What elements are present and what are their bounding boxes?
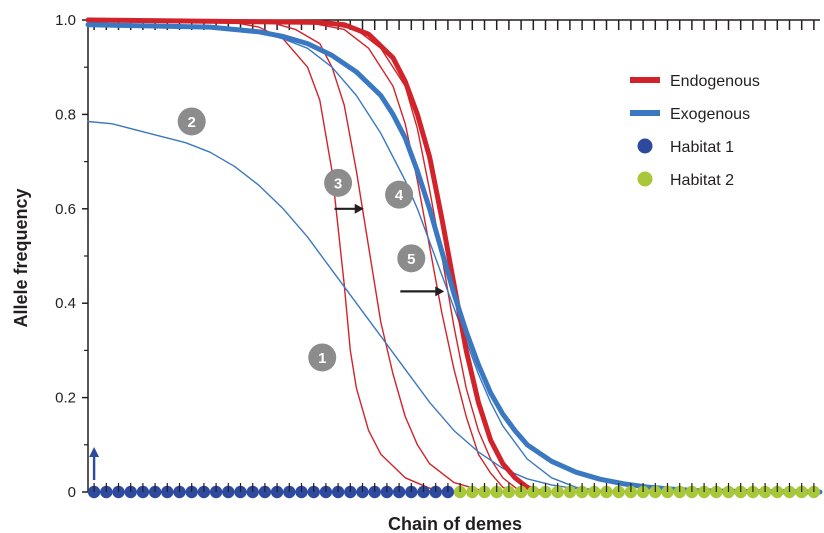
endogenous-thick-line [85,17,542,495]
y-tick-label: 0.2 [55,390,76,407]
annotation-badge-3: 3 [324,168,353,197]
annotation-badge-1: 1 [308,343,337,372]
legend-label: Habitat 2 [670,172,734,189]
legend-swatch-dot [637,171,653,187]
legend-label: Endogenous [670,73,760,90]
legend-item: Habitat 2 [637,171,734,189]
legend-label: Exogenous [670,106,750,123]
y-tick-label: 0.8 [55,106,76,123]
badge-circle [308,343,337,372]
badge-label: 1 [318,350,326,367]
y-tick-label: 0.4 [55,295,76,312]
badge-label: 4 [395,187,404,204]
y-tick-label: 1.0 [55,12,76,29]
annotation-badge-4: 4 [385,180,414,209]
badge-circle [385,180,414,209]
badge-circle [177,107,206,136]
endogenous-thin-line [87,19,492,493]
badge-circle [397,244,426,273]
shift-arrow-head [435,286,445,297]
endogenous-thin-line [87,19,522,493]
legend-item: Habitat 1 [637,138,734,156]
badge-label: 3 [334,175,342,192]
shift-arrow-head [354,203,364,214]
y-tick-label: 0.6 [55,201,76,218]
exogenous-thick-line [85,22,823,495]
badge-circle [324,168,353,197]
migration-arrow-head [89,447,100,457]
annotation-badge-5: 5 [397,244,426,273]
y-axis-title: Allele frequency [11,188,31,327]
y-tick-label: 0 [68,484,76,501]
annotation-badge-2: 2 [177,107,206,136]
exogenous-thin-line [87,120,626,493]
legend-item: Exogenous [630,106,750,123]
badge-label: 2 [188,114,196,131]
legend-label: Habitat 1 [670,139,734,156]
legend-item: Endogenous [630,73,760,90]
x-axis-title: Chain of demes [388,514,522,533]
legend-swatch-dot [637,138,653,154]
endogenous-thin-line [87,19,516,493]
badge-label: 5 [407,251,415,268]
exogenous-thin-line [87,24,602,492]
